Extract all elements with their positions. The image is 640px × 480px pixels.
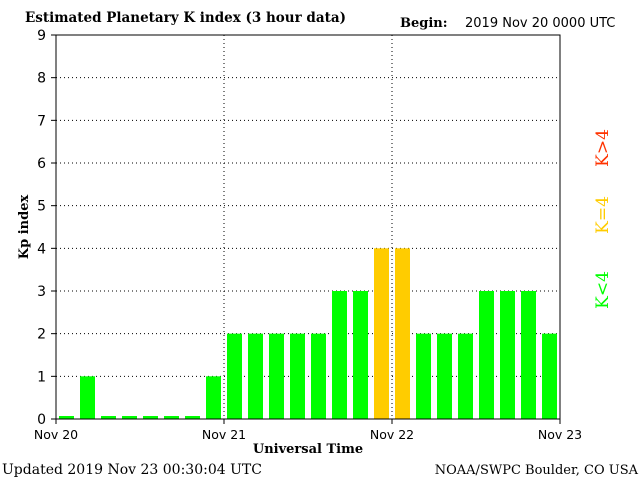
- kp-bar: [500, 291, 515, 419]
- y-tick-label: 0: [37, 412, 46, 428]
- x-tick-label: Nov 20: [34, 427, 78, 442]
- kp-bar: [248, 333, 263, 419]
- kp-bar: [290, 333, 305, 419]
- updated-timestamp: Updated 2019 Nov 23 00:30:04 UTC: [2, 462, 262, 478]
- kp-bar: [458, 333, 473, 419]
- kp-bar: [269, 333, 284, 419]
- y-tick-label: 9: [37, 28, 46, 44]
- kp-bar: [143, 416, 158, 419]
- y-tick-label: 6: [37, 156, 46, 172]
- y-tick-label: 3: [37, 284, 46, 300]
- kp-bar: [542, 333, 557, 419]
- kp-bar: [374, 248, 389, 419]
- x-tick-label: Nov 23: [538, 427, 582, 442]
- kp-bar: [164, 416, 179, 419]
- x-tick-label: Nov 22: [370, 427, 414, 442]
- grid-lines: [56, 35, 560, 419]
- kp-bar: [437, 333, 452, 419]
- y-tick-label: 2: [37, 327, 46, 343]
- kp-bar: [395, 248, 410, 419]
- kp-bar: [185, 416, 200, 419]
- credit-text: NOAA/SWPC Boulder, CO USA: [435, 463, 639, 478]
- kp-bar: [80, 376, 95, 419]
- begin-value: 2019 Nov 20 0000 UTC: [465, 16, 615, 31]
- y-tick-label: 7: [37, 113, 46, 129]
- kp-bar: [353, 291, 368, 419]
- kp-bar: [227, 333, 242, 419]
- kp-bar: [479, 291, 494, 419]
- kp-bar: [206, 376, 221, 419]
- begin-label: Begin:: [400, 16, 448, 31]
- bar-series: [59, 248, 557, 419]
- x-tick-label: Nov 21: [202, 427, 246, 442]
- x-axis-label: Universal Time: [253, 442, 363, 457]
- kp-bar: [521, 291, 536, 419]
- axes: 0 1 2 3 4 5 6 7 8 9 Nov 20 Nov 21 Nov 22 Nov 23: [34, 28, 582, 442]
- plot-frame: [55, 34, 561, 420]
- legend-above-4: K>4: [593, 129, 613, 167]
- kp-bar: [122, 416, 137, 419]
- kp-bar: [59, 416, 74, 419]
- kp-bar: [416, 333, 431, 419]
- kp-bar: [101, 416, 116, 419]
- legend-below-4: K<4: [593, 271, 613, 309]
- y-axis-label: Kp index: [17, 195, 32, 260]
- y-tick-label: 8: [37, 71, 46, 87]
- y-tick-label: 4: [37, 241, 46, 257]
- y-tick-label: 5: [37, 199, 46, 215]
- legend-equal-4: K=4: [593, 196, 613, 234]
- chart-title: Estimated Planetary K index (3 hour data…: [25, 10, 346, 26]
- kp-bar: [332, 291, 347, 419]
- kp-bar: [311, 333, 326, 419]
- y-tick-label: 1: [37, 369, 46, 385]
